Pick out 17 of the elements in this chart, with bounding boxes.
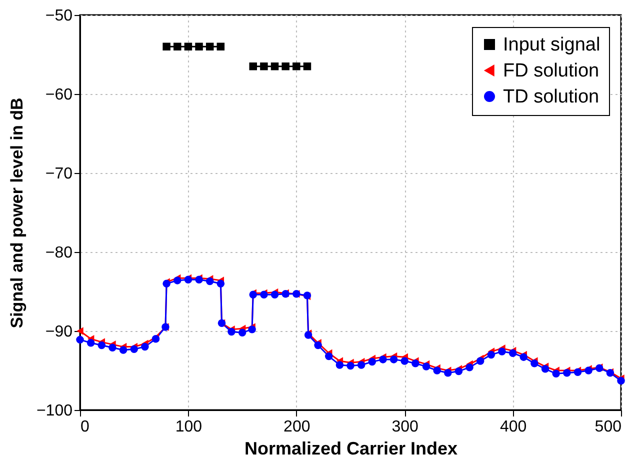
legend-label: Input signal xyxy=(503,34,600,56)
x-tick-label: 0 xyxy=(80,418,90,436)
legend-label: TD solution xyxy=(503,86,600,108)
y-tick-label: −90 xyxy=(45,324,73,340)
x-tick-label: 500 xyxy=(594,418,622,436)
legend-label: FD solution xyxy=(503,60,600,82)
y-tick-label: −100 xyxy=(36,402,73,420)
y-axis-title: Signal and power level in dB xyxy=(7,98,26,328)
x-tick-label: 200 xyxy=(284,418,310,436)
x-axis-title: Normalized Carrier Index xyxy=(244,438,458,458)
x-tick-label: 400 xyxy=(500,418,527,436)
x-tick-label: 300 xyxy=(392,418,419,436)
y-tick-label: −60 xyxy=(45,86,73,104)
y-tick-label: −70 xyxy=(45,166,73,182)
y-tick-label: −80 xyxy=(45,244,73,262)
y-tick-label: −50 xyxy=(45,8,73,24)
x-tick-label: 100 xyxy=(175,418,202,436)
